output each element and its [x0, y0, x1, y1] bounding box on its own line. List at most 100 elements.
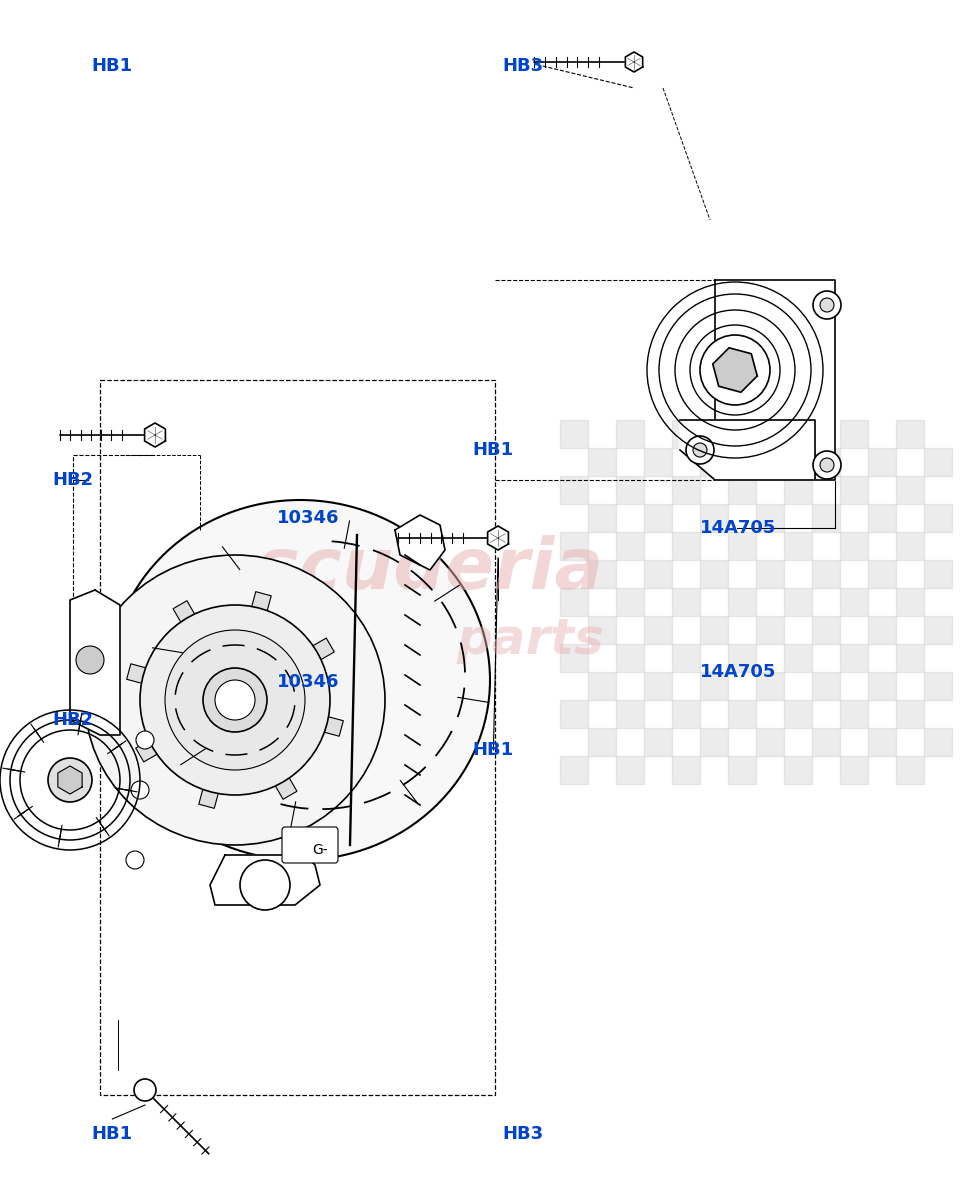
Bar	[756, 672, 784, 700]
Circle shape	[215, 680, 255, 720]
Circle shape	[686, 436, 714, 464]
Text: HB2: HB2	[53, 710, 94, 728]
Bar	[896, 644, 924, 672]
Text: HB1: HB1	[92, 56, 133, 74]
Bar	[700, 728, 728, 756]
Bar	[560, 700, 588, 728]
Text: parts: parts	[456, 616, 604, 664]
Bar	[812, 448, 840, 476]
Bar	[896, 700, 924, 728]
Bar	[728, 588, 756, 616]
FancyBboxPatch shape	[282, 827, 338, 863]
Bar	[756, 616, 784, 644]
Bar	[700, 448, 728, 476]
Circle shape	[131, 781, 149, 799]
Bar	[868, 728, 896, 756]
Bar	[868, 504, 896, 532]
Circle shape	[76, 646, 104, 674]
Bar	[728, 532, 756, 560]
Bar	[784, 588, 812, 616]
Text: HB2: HB2	[53, 470, 94, 490]
Bar	[784, 700, 812, 728]
Bar	[616, 756, 644, 784]
Bar	[924, 672, 952, 700]
Bar	[728, 476, 756, 504]
Bar	[616, 700, 644, 728]
Bar	[672, 756, 700, 784]
Bar	[868, 560, 896, 588]
Bar	[896, 532, 924, 560]
Polygon shape	[715, 280, 835, 480]
Circle shape	[820, 458, 834, 472]
Bar	[812, 616, 840, 644]
Text: 10346: 10346	[276, 672, 339, 690]
Bar	[672, 420, 700, 448]
Polygon shape	[198, 751, 229, 809]
Bar	[616, 644, 644, 672]
Circle shape	[140, 605, 330, 794]
Polygon shape	[256, 744, 297, 799]
Bar	[924, 616, 952, 644]
Bar	[644, 560, 672, 588]
Circle shape	[700, 335, 770, 404]
Polygon shape	[210, 854, 320, 905]
Circle shape	[203, 668, 267, 732]
Bar	[616, 476, 644, 504]
Bar	[756, 504, 784, 532]
Polygon shape	[278, 638, 334, 679]
Ellipse shape	[85, 554, 385, 845]
Bar	[812, 728, 840, 756]
Bar	[644, 504, 672, 532]
Bar	[700, 672, 728, 700]
Circle shape	[693, 443, 707, 457]
Circle shape	[240, 860, 290, 910]
Bar	[868, 672, 896, 700]
Bar	[868, 448, 896, 476]
Bar	[840, 476, 868, 504]
Polygon shape	[713, 348, 757, 392]
Text: G-: G-	[313, 842, 328, 857]
Bar	[896, 420, 924, 448]
Polygon shape	[625, 52, 643, 72]
Bar	[812, 504, 840, 532]
Text: scuderia: scuderia	[256, 535, 604, 605]
Bar	[588, 448, 616, 476]
Bar	[896, 476, 924, 504]
Bar	[588, 672, 616, 700]
Bar	[840, 588, 868, 616]
Bar	[812, 672, 840, 700]
Bar	[560, 644, 588, 672]
Polygon shape	[395, 515, 445, 570]
Bar	[672, 476, 700, 504]
Bar	[896, 588, 924, 616]
Circle shape	[813, 451, 841, 479]
Bar	[756, 448, 784, 476]
Bar	[644, 728, 672, 756]
Bar	[728, 644, 756, 672]
Ellipse shape	[110, 500, 490, 860]
Bar	[756, 560, 784, 588]
Polygon shape	[173, 601, 214, 656]
Text: 14A705: 14A705	[700, 518, 776, 538]
Bar	[644, 448, 672, 476]
Bar	[672, 532, 700, 560]
Bar	[700, 504, 728, 532]
Text: HB3: HB3	[502, 1126, 543, 1142]
Text: 14A705: 14A705	[700, 662, 776, 682]
Circle shape	[136, 731, 154, 749]
Bar	[784, 532, 812, 560]
Circle shape	[48, 758, 92, 802]
Bar	[560, 756, 588, 784]
Text: HB1: HB1	[473, 740, 514, 758]
Text: HB1: HB1	[473, 440, 514, 458]
Bar	[644, 672, 672, 700]
Bar	[560, 588, 588, 616]
Bar	[924, 504, 952, 532]
Bar	[924, 448, 952, 476]
Circle shape	[165, 630, 305, 770]
Bar	[588, 504, 616, 532]
Bar	[840, 420, 868, 448]
Bar	[784, 476, 812, 504]
Polygon shape	[488, 526, 508, 550]
Bar	[784, 756, 812, 784]
